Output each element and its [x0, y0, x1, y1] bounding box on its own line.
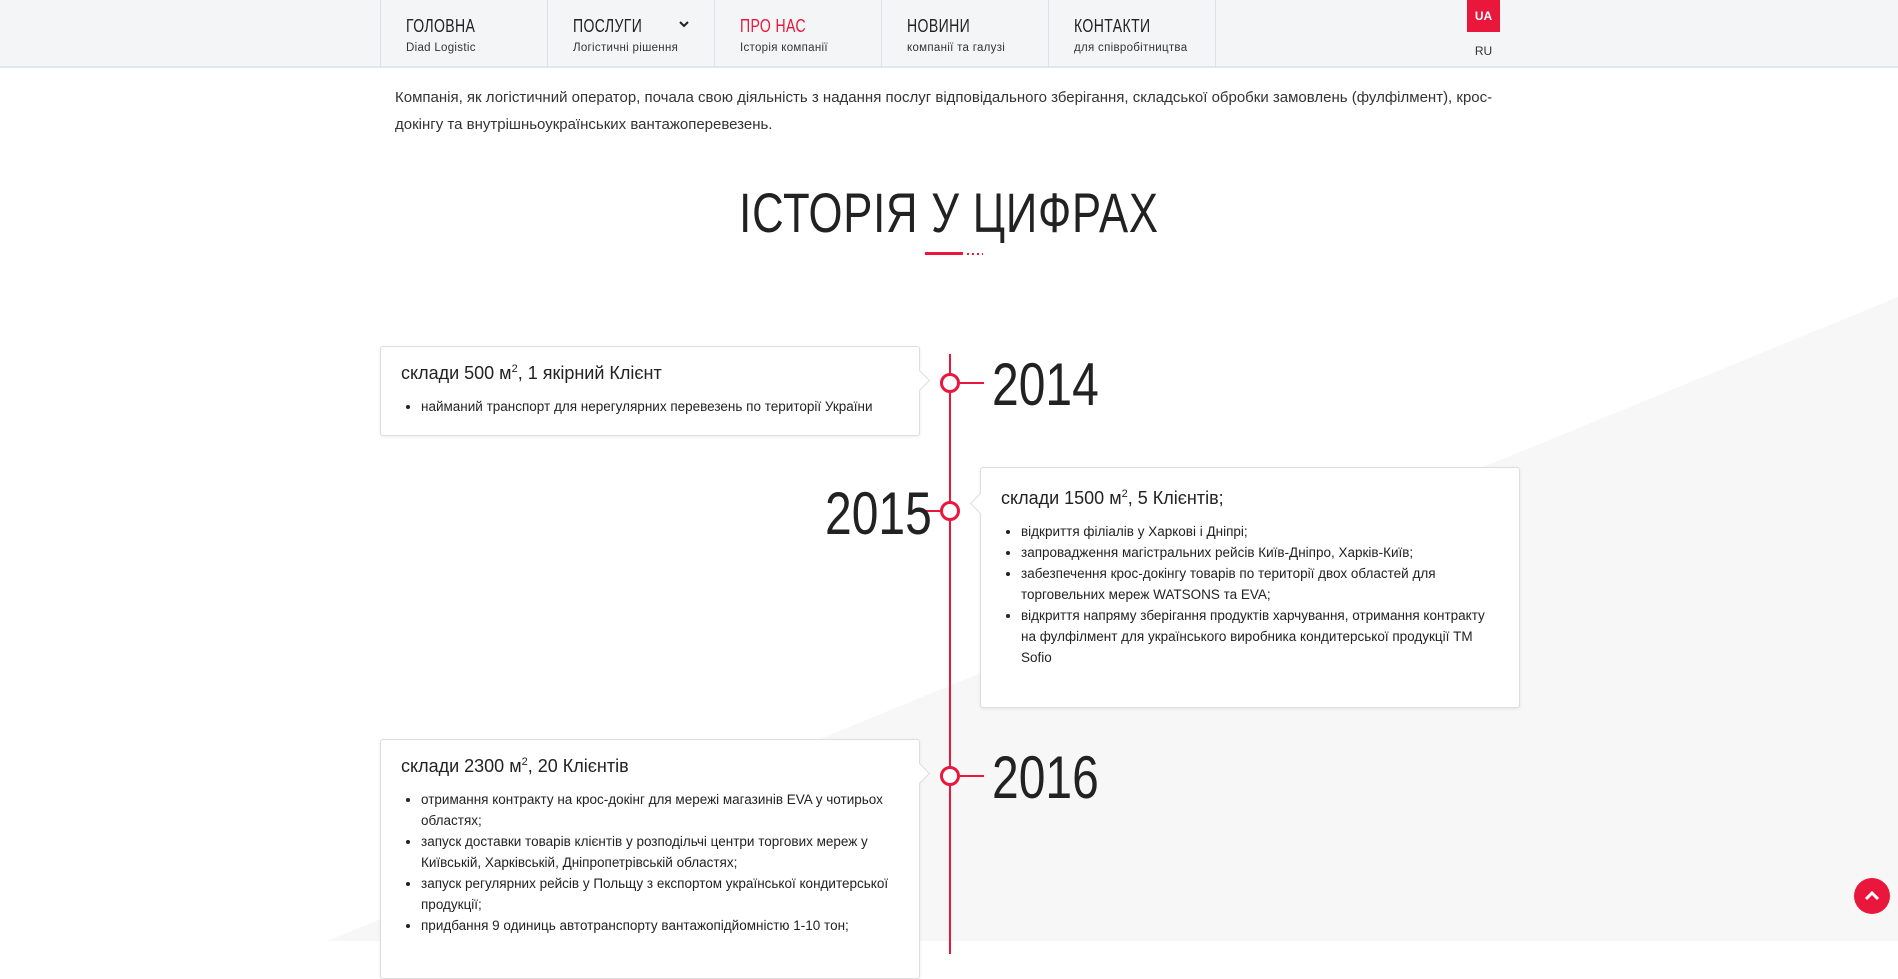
nav-item-home[interactable]: ГОЛОВНА Diad Logistic [381, 0, 548, 68]
nav-item-about[interactable]: ПРО НАС Історія компанії [715, 0, 882, 68]
nav-subtitle: Історія компанії [740, 42, 828, 54]
lang-ua-button[interactable]: UA [1467, 0, 1500, 32]
intro-text: Компанія, як логістичний оператор, почал… [395, 89, 1493, 133]
section-title-text: ІСТОРІЯ У ЦИФРАХ [739, 181, 1159, 244]
list-item: відкриття напряму зберігання продуктів х… [1021, 605, 1499, 668]
list-item: запуск доставки товарів клієнтів у розпо… [421, 831, 899, 873]
list-item: отримання контракту на крос-докінг для м… [421, 789, 899, 831]
chevron-up-icon [1864, 890, 1880, 901]
list-item: забезпечення крос-докінгу товарів по тер… [1021, 563, 1499, 605]
year-label: 2014 [992, 351, 1099, 418]
title-underline [925, 252, 963, 255]
card-heading: склади 2300 м2, 20 Клієнтів [401, 756, 629, 776]
nav-title: ПОСЛУГИ [573, 16, 643, 36]
nav-title: НОВИНИ [907, 16, 971, 36]
title-underline-dots [967, 253, 983, 255]
list-item: запровадження магістральних рейсів Київ-… [1021, 542, 1499, 563]
year-label: 2016 [992, 744, 1099, 811]
nav-title: ГОЛОВНА [406, 16, 476, 36]
timeline-node [940, 501, 960, 521]
timeline-line [949, 354, 951, 954]
timeline-node [940, 373, 960, 393]
timeline-tick [918, 510, 942, 512]
list-item: запуск регулярних рейсів у Польщу з експ… [421, 873, 899, 915]
nav-title: КОНТАКТИ [1074, 16, 1151, 36]
card-heading: склади 500 м2, 1 якірний Клієнт [401, 363, 662, 383]
section-title: ІСТОРІЯ У ЦИФРАХ [0, 180, 1898, 245]
nav-item-services[interactable]: ПОСЛУГИ Логістичні рішення [548, 0, 715, 68]
nav-item-contacts[interactable]: КОНТАКТИ для співробітництва [1049, 0, 1216, 68]
card-heading: склади 1500 м2, 5 Клієнтів; [1001, 488, 1224, 508]
timeline-node [940, 766, 960, 786]
scroll-to-top-button[interactable] [1854, 878, 1890, 914]
nav-subtitle: Diad Logistic [406, 42, 476, 54]
nav-title: ПРО НАС [740, 16, 807, 36]
list-item: відкриття філіалів у Харкові і Дніпрі; [1021, 521, 1499, 542]
chevron-down-icon[interactable] [679, 18, 689, 32]
nav-subtitle: Логістичні рішення [573, 42, 679, 54]
timeline-tick [960, 382, 984, 384]
list-item: придбання 9 одиниць автотранспорту ванта… [421, 915, 899, 936]
timeline-card-2015: склади 1500 м2, 5 Клієнтів; відкриття фі… [980, 467, 1520, 708]
timeline-tick [960, 775, 984, 777]
lang-ru-button[interactable]: RU [1474, 44, 1493, 58]
year-label: 2015 [825, 480, 932, 547]
list-item: найманий транспорт для нерегулярних пере… [421, 396, 899, 417]
timeline-card-2014: склади 500 м2, 1 якірний Клієнт найманий… [380, 346, 920, 436]
main-nav: ГОЛОВНА Diad Logistic ПОСЛУГИ Логістичні р… [0, 0, 1898, 68]
nav-item-news[interactable]: НОВИНИ компанії та галузі [882, 0, 1049, 68]
timeline-card-2016: склади 2300 м2, 20 Клієнтів отримання ко… [380, 739, 920, 979]
nav-subtitle: для співробітництва [1074, 42, 1188, 54]
nav-subtitle: компанії та галузі [907, 42, 1006, 54]
